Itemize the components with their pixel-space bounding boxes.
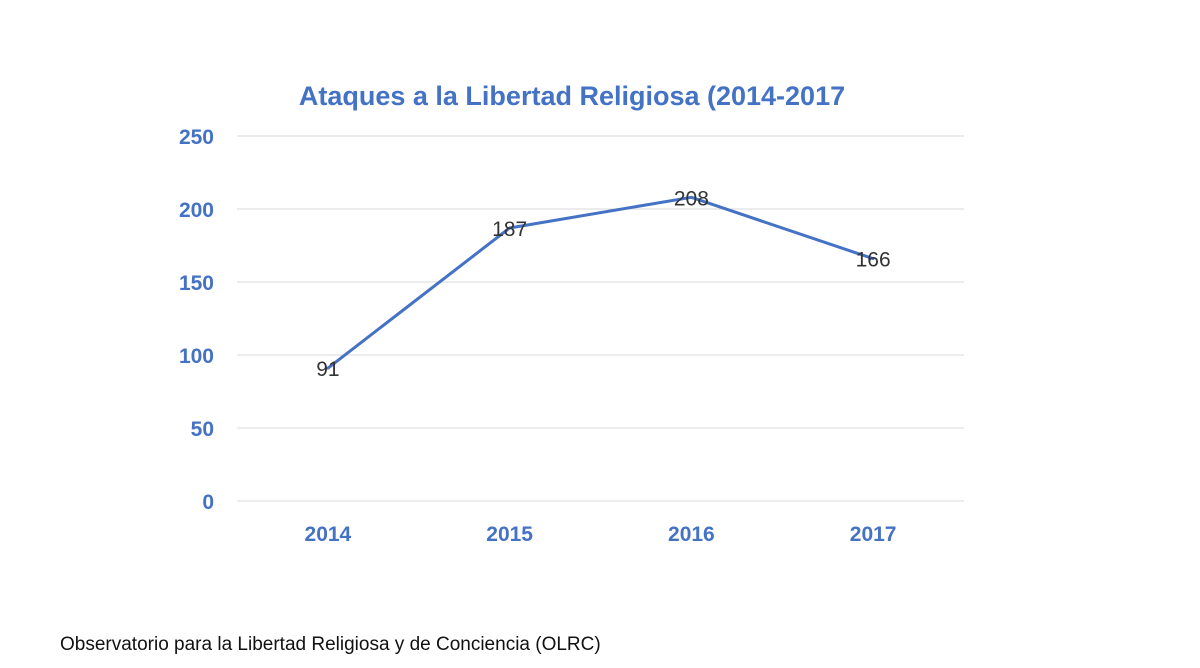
series-line — [326, 195, 875, 370]
y-tick-label: 200 — [179, 199, 214, 222]
data-label: 187 — [492, 218, 527, 241]
y-tick-label: 0 — [202, 491, 214, 514]
source-caption: Observatorio para la Libertad Religiosa … — [60, 634, 601, 655]
gridlines — [237, 135, 964, 502]
x-tick-label: 2014 — [305, 523, 352, 546]
chart-title: Ataques a la Libertad Religiosa (2014-20… — [299, 81, 845, 111]
data-label: 91 — [316, 358, 339, 381]
y-tick-label: 50 — [191, 418, 214, 441]
series-line-layer — [326, 195, 875, 370]
data-label: 166 — [856, 249, 891, 272]
x-tick-label: 2015 — [486, 523, 533, 546]
y-axis-ticks: 0 50 100 150 200 250 — [179, 126, 214, 514]
x-axis-ticks: 2014 2015 2016 2017 — [305, 523, 897, 546]
x-tick-label: 2016 — [668, 523, 715, 546]
data-labels: 91 187 208 166 — [316, 187, 890, 381]
y-tick-label: 150 — [179, 272, 214, 295]
y-tick-label: 100 — [179, 345, 214, 368]
y-tick-label: 250 — [179, 126, 214, 149]
data-label: 208 — [674, 187, 709, 210]
x-tick-label: 2017 — [850, 523, 897, 546]
